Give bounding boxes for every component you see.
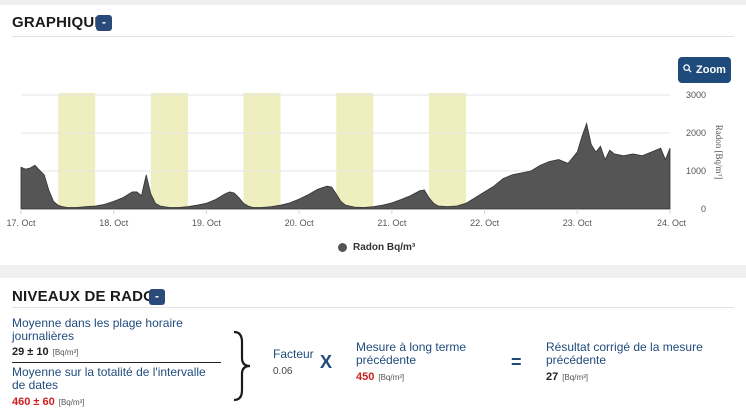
avg-total-unit: [Bq/m³] (58, 398, 85, 407)
radon-divider (12, 307, 734, 308)
highlight-band-3 (243, 93, 281, 209)
result-value-row: 27 [Bq/m³] (546, 371, 588, 383)
x-tick-label: 18. Oct (99, 218, 129, 228)
y-tick-label: 0 (701, 204, 706, 214)
radon-collapse-button[interactable]: - (149, 289, 165, 305)
graph-collapse-button[interactable]: - (96, 15, 112, 31)
factor-value: 0.06 (273, 366, 293, 377)
radon-levels-panel: NIVEAUX DE RADON - Moyenne dans les plag… (0, 278, 746, 419)
long-term-label: Mesure à long terme précédente (356, 340, 467, 367)
radon-chart: 17. Oct 18. Oct 19. Oct 20. Oct 21. Oct 22. O… (6, 90, 724, 228)
legend-marker (338, 243, 347, 252)
avg-hours-value: 29 ± 10 (12, 346, 49, 358)
equals-symbol: = (511, 352, 522, 372)
x-tick-label: 19. Oct (192, 218, 222, 228)
search-icon (683, 64, 692, 76)
highlight-band-5 (428, 93, 467, 209)
x-tick-label: 17. Oct (6, 218, 36, 228)
x-tick-label: 21. Oct (377, 218, 407, 228)
y-tick-label: 3000 (686, 90, 706, 100)
avg-hours-unit: [Bq/m³] (52, 348, 79, 357)
y-tick-label: 1000 (686, 166, 706, 176)
zoom-button[interactable]: Zoom (678, 57, 731, 83)
avg-total-value-row: 460 ± 60 [Bq/m³] (12, 396, 85, 408)
graph-divider (12, 36, 734, 37)
highlight-band-1 (58, 93, 96, 209)
result-unit: [Bq/m³] (562, 373, 589, 382)
result-value: 27 (546, 371, 559, 383)
factor-label: Facteur (273, 347, 314, 361)
brace-icon (233, 330, 251, 402)
long-term-value-row: 450 [Bq/m³] (356, 371, 404, 383)
long-term-value: 450 (356, 371, 375, 383)
radon-series-area (20, 122, 671, 210)
graph-panel-title: GRAPHIQUE (12, 14, 105, 31)
y-tick-label: 2000 (686, 128, 706, 138)
legend-label: Radon Bq/m³ (353, 242, 416, 253)
avg-total-value: 460 ± 60 (12, 396, 55, 408)
avg-hours-label: Moyenne dans les plage horaire journaliè… (12, 316, 183, 343)
radon-panel-title: NIVEAUX DE RADON (12, 288, 167, 305)
x-tick-label: 20. Oct (285, 218, 315, 228)
highlight-band-2 (150, 93, 188, 209)
graph-panel: GRAPHIQUE - Zoom 17. Oct 18. Oct 19. Oct 20… (0, 5, 746, 265)
x-tick-label: 22. Oct (470, 218, 500, 228)
highlight-band-4 (336, 93, 374, 209)
result-label: Résultat corrigé de la mesure précédente (546, 340, 703, 367)
avg-total-label: Moyenne sur la totalité de l'intervalle … (12, 365, 206, 392)
y-axis-label: Radon [Bq/m³] (714, 125, 724, 179)
times-symbol: X (320, 352, 333, 372)
long-term-unit: [Bq/m³] (378, 373, 405, 382)
x-tick-label: 23. Oct (563, 218, 593, 228)
chart-legend[interactable]: Radon Bq/m³ (338, 242, 415, 253)
x-tick-label: 24. Oct (657, 218, 687, 228)
zoom-button-label: Zoom (696, 64, 726, 76)
fraction-line (12, 362, 221, 363)
avg-hours-value-row: 29 ± 10 [Bq/m³] (12, 346, 78, 358)
